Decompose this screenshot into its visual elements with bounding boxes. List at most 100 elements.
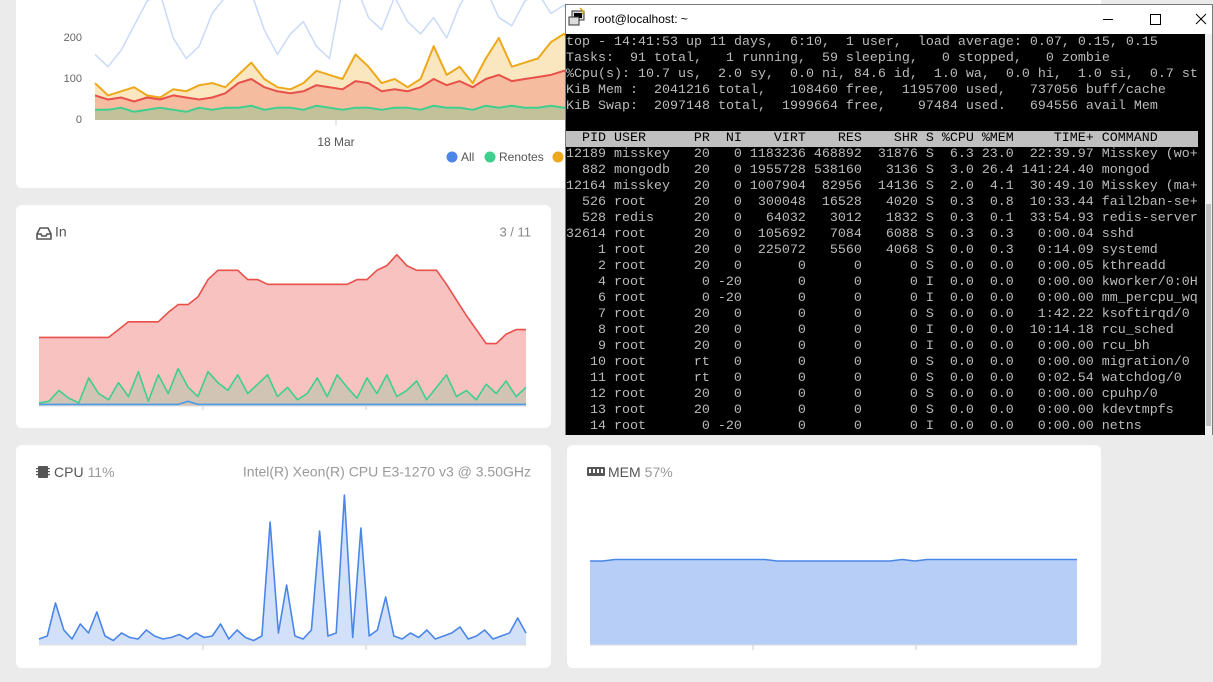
- process-cell: root: [613, 227, 646, 242]
- summary-line: %Cpu(s): 10.7 us, 2.0 sy, 0.0 ni, 84.6 i…: [566, 67, 1198, 82]
- area-fill: [95, 103, 603, 120]
- process-cell: 1183236: [749, 147, 806, 162]
- process-cell: rt: [693, 355, 710, 370]
- process-cell: 20: [693, 259, 710, 274]
- process-row: 882 mongodb 20 0 1955728 538160 3136 S 3.0 26.4 14…: [566, 163, 1212, 179]
- in-chart: [38, 253, 527, 410]
- cpu-chart: [38, 494, 527, 650]
- legend-marker: [552, 151, 564, 163]
- process-cell: S: [925, 307, 934, 322]
- y-tick-label: 0: [76, 114, 82, 126]
- blank-line: [566, 115, 1212, 131]
- maximize-button[interactable]: [1150, 14, 1161, 25]
- process-cell: 20: [693, 243, 710, 258]
- process-cell: 0:00.00: [1037, 403, 1094, 418]
- process-cell: cpuhp/0: [1101, 387, 1158, 402]
- process-cell: 20: [693, 147, 710, 162]
- process-cell: 20: [693, 307, 710, 322]
- process-cell: sshd: [1101, 227, 1134, 242]
- process-cell: 0: [797, 355, 806, 370]
- terminal-window[interactable]: root@localhost: ~ top - 14:41:53 up 11 d…: [565, 4, 1213, 435]
- process-cell: 26.4: [981, 163, 1014, 178]
- process-cell: root: [613, 419, 646, 434]
- process-cell: 0: [853, 275, 862, 290]
- x-axis-label: 18 Mar: [317, 135, 354, 149]
- process-cell: 0: [797, 307, 806, 322]
- in-card: [16, 205, 551, 428]
- process-cell: root: [613, 339, 646, 354]
- process-cell: rcu_sched: [1101, 323, 1174, 338]
- process-cell: 0.0: [949, 307, 974, 322]
- cpu-model: Intel(R) Xeon(R) CPU E3-1270 v3 @ 3.50GH…: [243, 464, 531, 480]
- process-cell: 0: [733, 387, 742, 402]
- process-cell: Misskey (ma+: [1101, 179, 1198, 194]
- process-row: 10 root rt 0 0 0 0 S 0.0 0.0 0:00.00 migration/0: [566, 355, 1212, 371]
- process-cell: 0.0: [989, 419, 1014, 434]
- scrollbar-thumb[interactable]: [1206, 204, 1211, 426]
- timeline-chart: 0 100 200 300 All Renotes: [64, 0, 604, 164]
- title-bar: root@localhost: ~: [566, 5, 1212, 34]
- line: [590, 558, 1077, 562]
- mem-label: MEM: [608, 464, 641, 480]
- process-cell: S: [925, 195, 934, 210]
- process-cell: 20: [693, 323, 710, 338]
- column-label: VIRT: [773, 131, 806, 146]
- process-cell: misskey: [613, 147, 670, 162]
- process-cell: 0.3: [949, 195, 974, 210]
- scrollbar[interactable]: [1205, 34, 1212, 435]
- process-cell: S: [925, 211, 934, 226]
- process-cell: root: [613, 275, 646, 290]
- process-cell: 882: [581, 163, 606, 178]
- process-cell: 0: [909, 355, 918, 370]
- process-cell: 468892: [813, 147, 862, 162]
- process-cell: 0: [909, 259, 918, 274]
- process-row: 1 root 20 0 225072 5560 4068 S 0.0 0.3 0:14.09 syst…: [566, 243, 1212, 259]
- process-cell: -20: [717, 291, 742, 306]
- process-row: 2 root 20 0 0 0 0 S 0.0 0.0 0:00.05 kthreadd: [566, 259, 1212, 275]
- process-row: 7 root 20 0 0 0 0 S 0.0 0.0 1:42.22 ksoftirqd/0: [566, 307, 1212, 323]
- y-tick-label: 200: [64, 32, 82, 44]
- process-cell: netns: [1101, 419, 1142, 434]
- process-cell: root: [613, 403, 646, 418]
- process-cell: S: [925, 243, 934, 258]
- process-cell: 0: [733, 211, 742, 226]
- process-cell: I: [925, 339, 934, 354]
- process-cell: fail2ban-se+: [1101, 195, 1198, 210]
- area-fill: [95, 33, 603, 120]
- process-cell: kthreadd: [1101, 259, 1166, 274]
- process-cell: 20: [693, 403, 710, 418]
- process-cell: 0.0: [989, 291, 1014, 306]
- cpu-label: CPU: [54, 464, 84, 480]
- process-cell: 0.0: [989, 387, 1014, 402]
- process-cell: 10: [589, 355, 606, 370]
- terminal-lines: top - 14:41:53 up 11 days, 6:10, 1 user,…: [566, 35, 1212, 435]
- process-cell: watchdog/0: [1101, 371, 1182, 386]
- process-cell: 20: [693, 339, 710, 354]
- process-cell: 0:00.05: [1037, 259, 1094, 274]
- column-label: RES: [837, 131, 862, 146]
- process-cell: 0: [853, 307, 862, 322]
- process-cell: 20: [693, 179, 710, 194]
- process-cell: root: [613, 387, 646, 402]
- process-cell: 23.0: [981, 147, 1014, 162]
- process-cell: 528: [581, 211, 606, 226]
- process-cell: 0: [733, 147, 742, 162]
- process-cell: 0.3: [949, 227, 974, 242]
- area-fill: [590, 559, 1077, 645]
- process-cell: 0: [853, 291, 862, 306]
- process-cell: 0: [733, 339, 742, 354]
- process-row: 12164 misskey 20 0 1007904 82956 14136 S 2.0 4.1 3…: [566, 179, 1212, 195]
- process-cell: 0: [733, 179, 742, 194]
- process-cell: 1: [597, 243, 606, 258]
- process-cell: 20: [693, 387, 710, 402]
- panel-title: In: [55, 224, 67, 240]
- close-button[interactable]: [1195, 13, 1207, 25]
- process-cell: 0:00.04: [1037, 227, 1094, 242]
- process-cell: 3.0: [949, 163, 974, 178]
- line: [94, 69, 604, 103]
- process-cell: 0: [909, 371, 918, 386]
- process-cell: 0.3: [989, 227, 1014, 242]
- process-cell: misskey: [613, 179, 670, 194]
- column-label: SHR: [893, 131, 918, 146]
